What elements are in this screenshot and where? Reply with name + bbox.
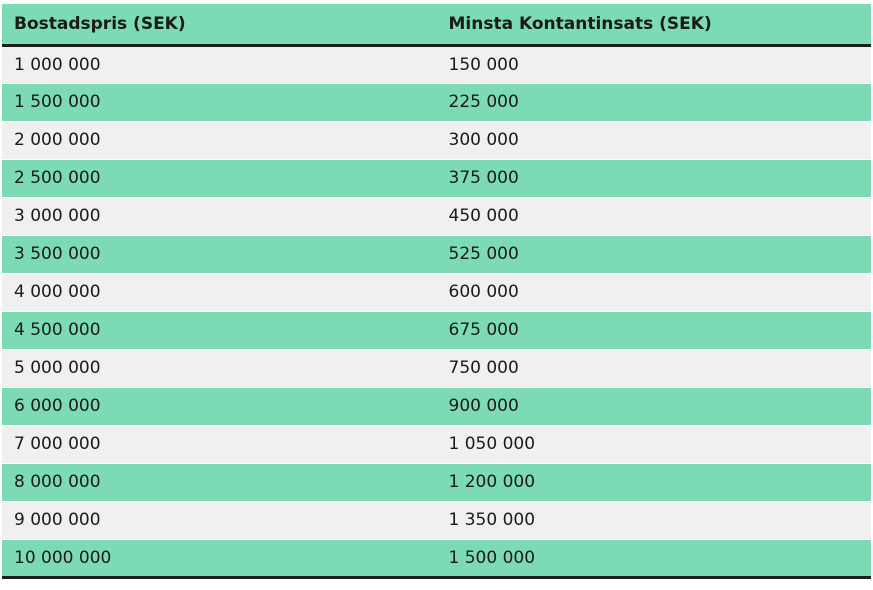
cell-kontantinsats: 900 000: [448, 396, 519, 416]
cell-bostadspris: 5 000 000: [14, 358, 101, 378]
cell-kontantinsats: 1 500 000: [448, 547, 536, 568]
table-row: 1 000 000 150 000: [2, 45, 871, 83]
cell-bostadspris: 4 500 000: [14, 320, 101, 340]
cell-bostadspris: 8 000 000: [14, 472, 101, 492]
header-row: Bostadspris (SEK) Minsta Kontantinsats (…: [2, 4, 871, 47]
table-row: 4 500 000 675 000: [2, 311, 871, 349]
header-minsta-kontantinsats: Minsta Kontantinsats (SEK): [436, 4, 871, 47]
cell-kontantinsats: 300 000: [448, 130, 519, 150]
cell-bostadspris: 1 500 000: [14, 92, 101, 112]
cell-kontantinsats: 1 350 000: [448, 510, 536, 530]
cell-kontantinsats: 1 050 000: [448, 434, 536, 454]
cell-bostadspris: 3 000 000: [14, 206, 101, 226]
cell-kontantinsats: 375 000: [448, 168, 519, 188]
table-row: 7 000 000 1 050 000: [2, 425, 871, 463]
table-row: 3 000 000 450 000: [2, 197, 871, 235]
table-row: 1 500 000 225 000: [2, 83, 871, 121]
table-row: 9 000 000 1 350 000: [2, 501, 871, 539]
cell-bostadspris: 2 500 000: [14, 168, 101, 188]
cell-kontantinsats: 600 000: [448, 282, 519, 302]
cell-kontantinsats: 525 000: [448, 244, 519, 264]
table-row: 5 000 000 750 000: [2, 349, 871, 387]
cell-bostadspris: 6 000 000: [14, 396, 101, 416]
down-payment-table: Bostadspris (SEK) Minsta Kontantinsats (…: [2, 4, 871, 579]
table-body: 1 000 000 150 000 1 500 000 225 000 2 000 00…: [2, 45, 871, 577]
cell-kontantinsats: 225 000: [448, 92, 519, 112]
cell-bostadspris: 1 000 000: [14, 54, 101, 75]
table-header: Bostadspris (SEK) Minsta Kontantinsats (…: [2, 4, 871, 47]
cell-kontantinsats: 1 200 000: [448, 472, 536, 492]
table-row: 3 500 000 525 000: [2, 235, 871, 273]
cell-bostadspris: 9 000 000: [14, 510, 101, 530]
cell-bostadspris: 7 000 000: [14, 434, 101, 454]
cell-bostadspris: 4 000 000: [14, 282, 101, 302]
cell-bostadspris: 3 500 000: [14, 244, 101, 264]
table-row: 2 500 000 375 000: [2, 159, 871, 197]
cell-kontantinsats: 750 000: [448, 358, 519, 378]
table-row: 4 000 000 600 000: [2, 273, 871, 311]
table-row: 10 000 000 1 500 000: [2, 539, 871, 577]
cell-kontantinsats: 150 000: [448, 54, 519, 75]
table-row: 8 000 000 1 200 000: [2, 463, 871, 501]
header-bostadspris: Bostadspris (SEK): [2, 4, 437, 47]
cell-bostadspris: 2 000 000: [14, 130, 101, 150]
table-row: 2 000 000 300 000: [2, 121, 871, 159]
cell-kontantinsats: 675 000: [448, 320, 519, 340]
cell-bostadspris: 10 000 000: [14, 547, 112, 568]
cell-kontantinsats: 450 000: [448, 206, 519, 226]
table-row: 6 000 000 900 000: [2, 387, 871, 425]
